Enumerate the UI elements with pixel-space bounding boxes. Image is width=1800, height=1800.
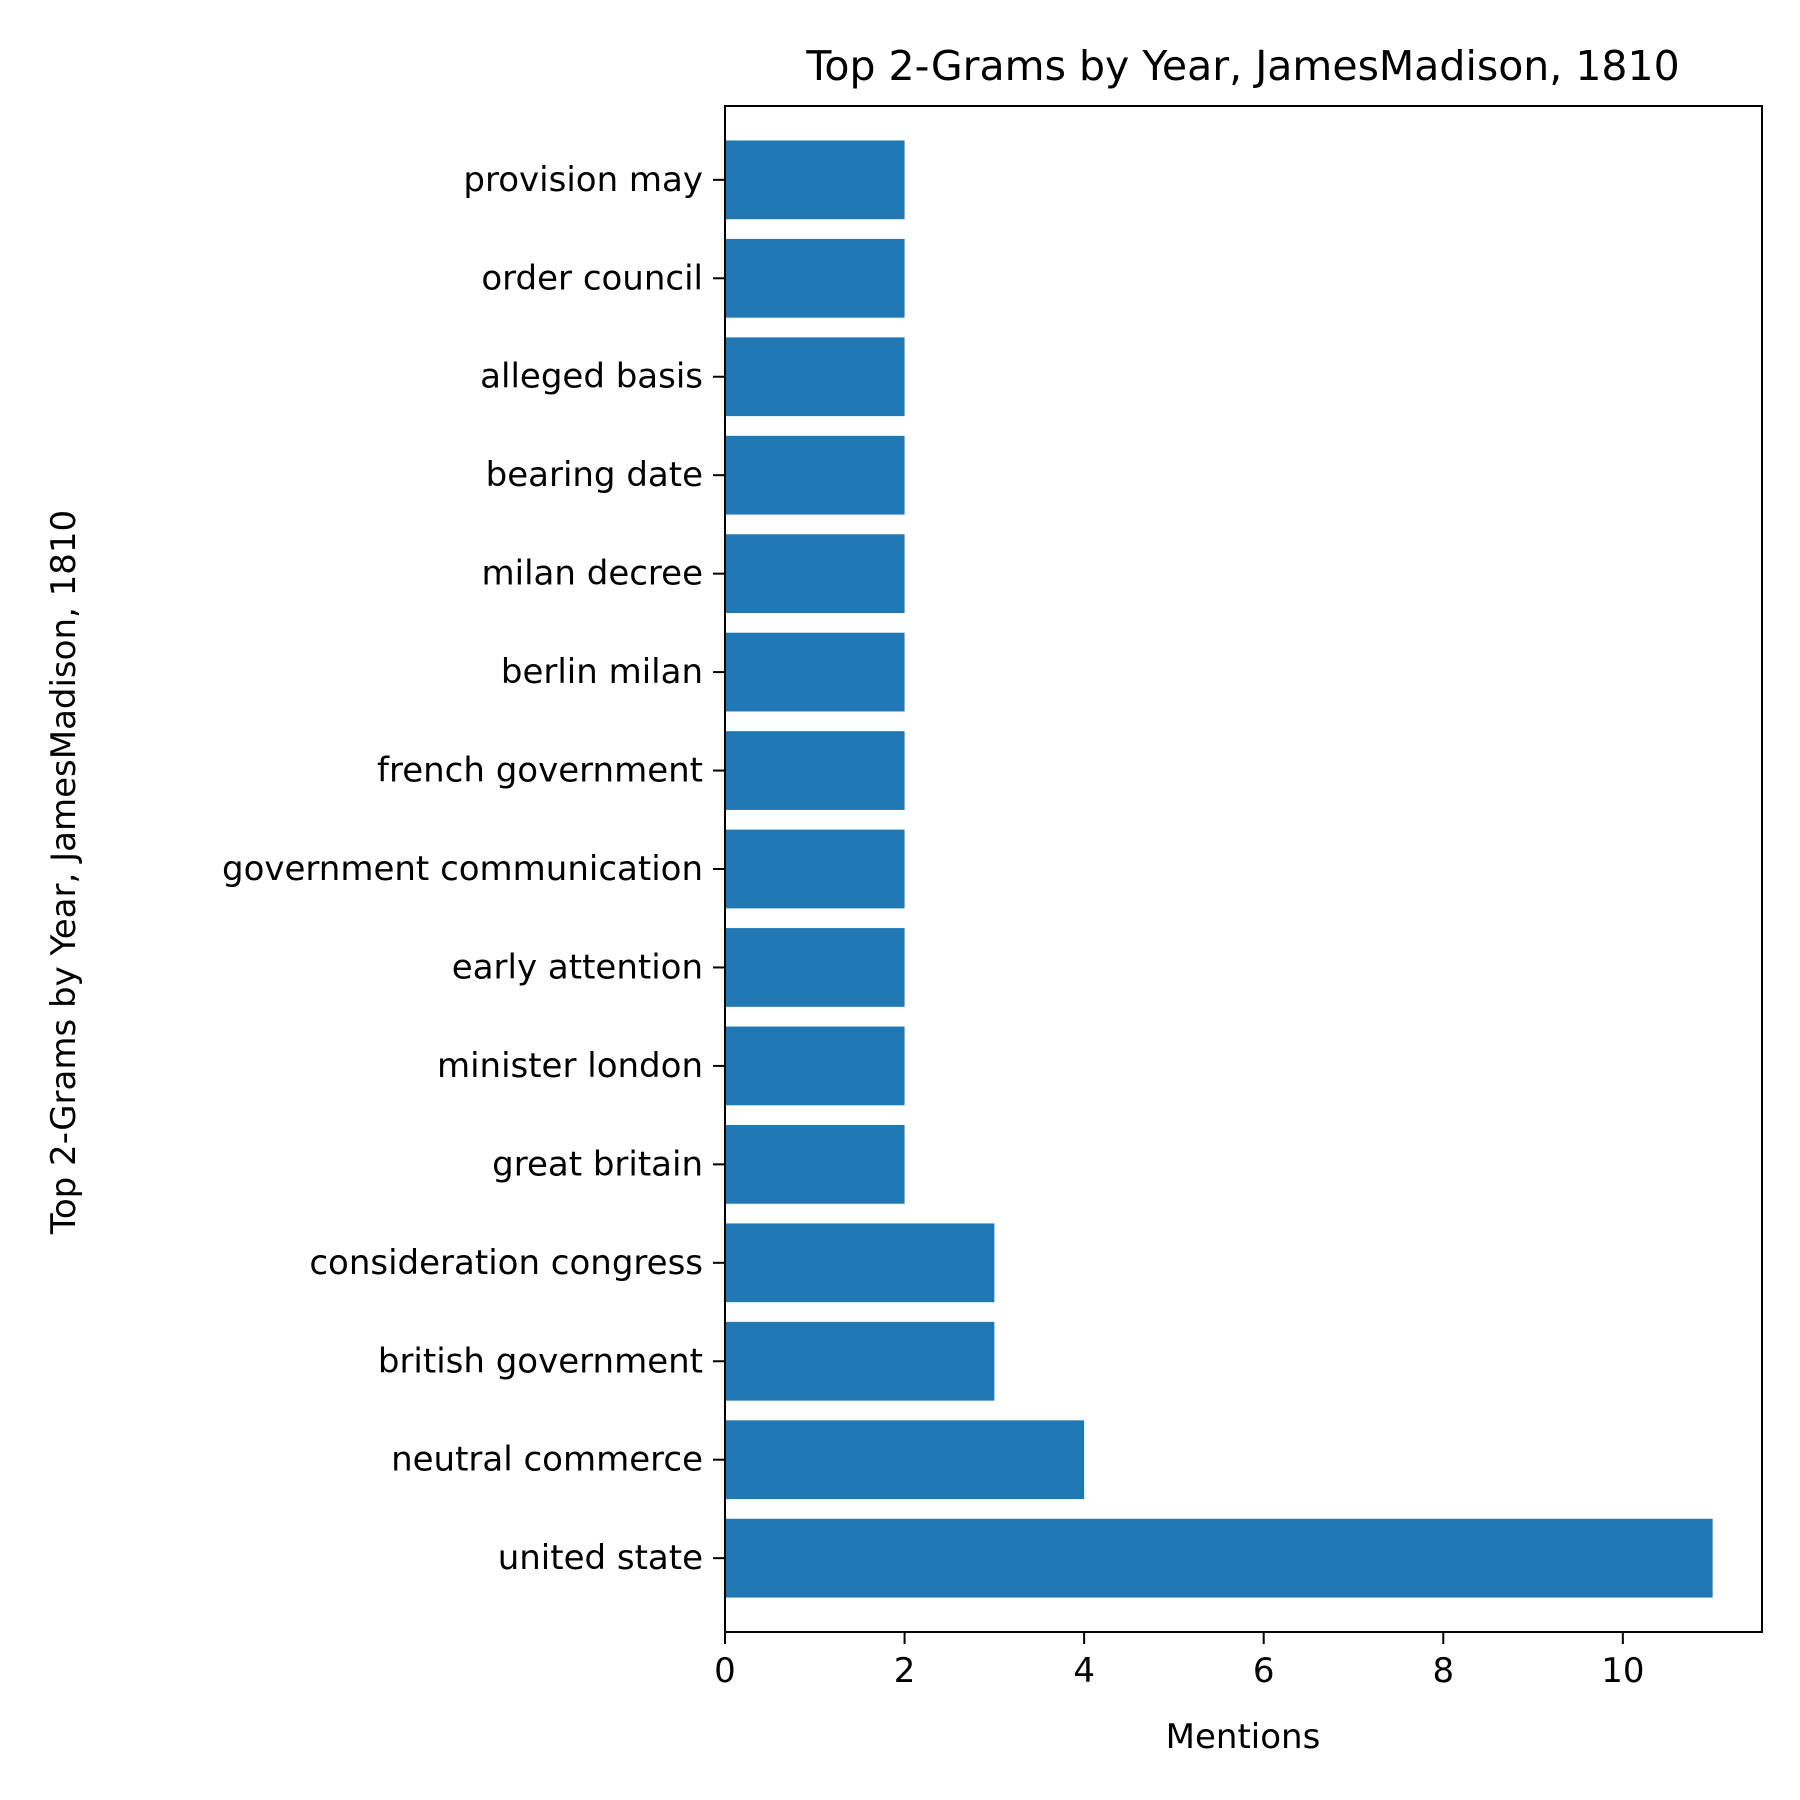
bar-minister-london <box>725 1026 905 1106</box>
x-tick-label: 0 <box>714 1651 736 1691</box>
y-tick-label: early attention <box>452 947 703 987</box>
bars-group <box>725 140 1713 1598</box>
y-tick-label: consideration congress <box>309 1243 703 1283</box>
bar-order-council <box>725 238 905 318</box>
bar-early-attention <box>725 928 905 1007</box>
y-tick-label: british government <box>378 1341 703 1381</box>
x-axis-ticks: 0 2 4 6 8 10 <box>714 1632 1644 1691</box>
bar-united-state <box>725 1518 1713 1598</box>
y-tick-label: berlin milan <box>501 652 703 692</box>
y-tick-label: neutral commerce <box>391 1440 703 1480</box>
x-tick-label: 6 <box>1253 1651 1275 1691</box>
y-tick-label: united state <box>498 1538 703 1578</box>
plot-frame <box>724 105 1763 1633</box>
x-tick-label: 2 <box>894 1651 916 1691</box>
x-tick-label: 10 <box>1601 1651 1644 1691</box>
y-tick-label: milan decree <box>482 554 703 594</box>
x-tick-label: 4 <box>1073 1651 1095 1691</box>
bar-berlin-milan <box>725 632 905 712</box>
bar-provision-may <box>725 140 905 220</box>
bar-french-government <box>725 731 905 810</box>
bar-alleged-basis <box>725 337 905 417</box>
bar-milan-decree <box>725 534 905 614</box>
y-tick-label: bearing date <box>486 455 703 495</box>
bar-neutral-commerce <box>725 1420 1085 1500</box>
chart-title: Top 2-Grams by Year, JamesMadison, 1810 <box>805 42 1679 90</box>
y-tick-label: government communication <box>222 849 703 889</box>
y-tick-label: french government <box>377 751 703 791</box>
y-tick-label: order council <box>481 258 703 298</box>
x-tick-label: 8 <box>1432 1651 1454 1691</box>
y-axis-ticks: united state neutral commerce british gove… <box>222 160 725 1578</box>
bar-great-britain <box>725 1124 905 1204</box>
y-tick-label: great britain <box>492 1144 703 1184</box>
y-tick-label: provision may <box>463 160 703 200</box>
bar-british-government <box>725 1321 995 1401</box>
y-axis-label: Top 2-Grams by Year, JamesMadison, 1810 <box>44 510 84 1235</box>
bar-government-communication <box>725 829 905 909</box>
y-tick-label: minister london <box>437 1046 703 1086</box>
bar-bearing-date <box>725 435 905 515</box>
x-axis-label: Mentions <box>1166 1717 1321 1757</box>
y-tick-label: alleged basis <box>480 357 703 397</box>
bar-consideration-congress <box>725 1223 995 1303</box>
